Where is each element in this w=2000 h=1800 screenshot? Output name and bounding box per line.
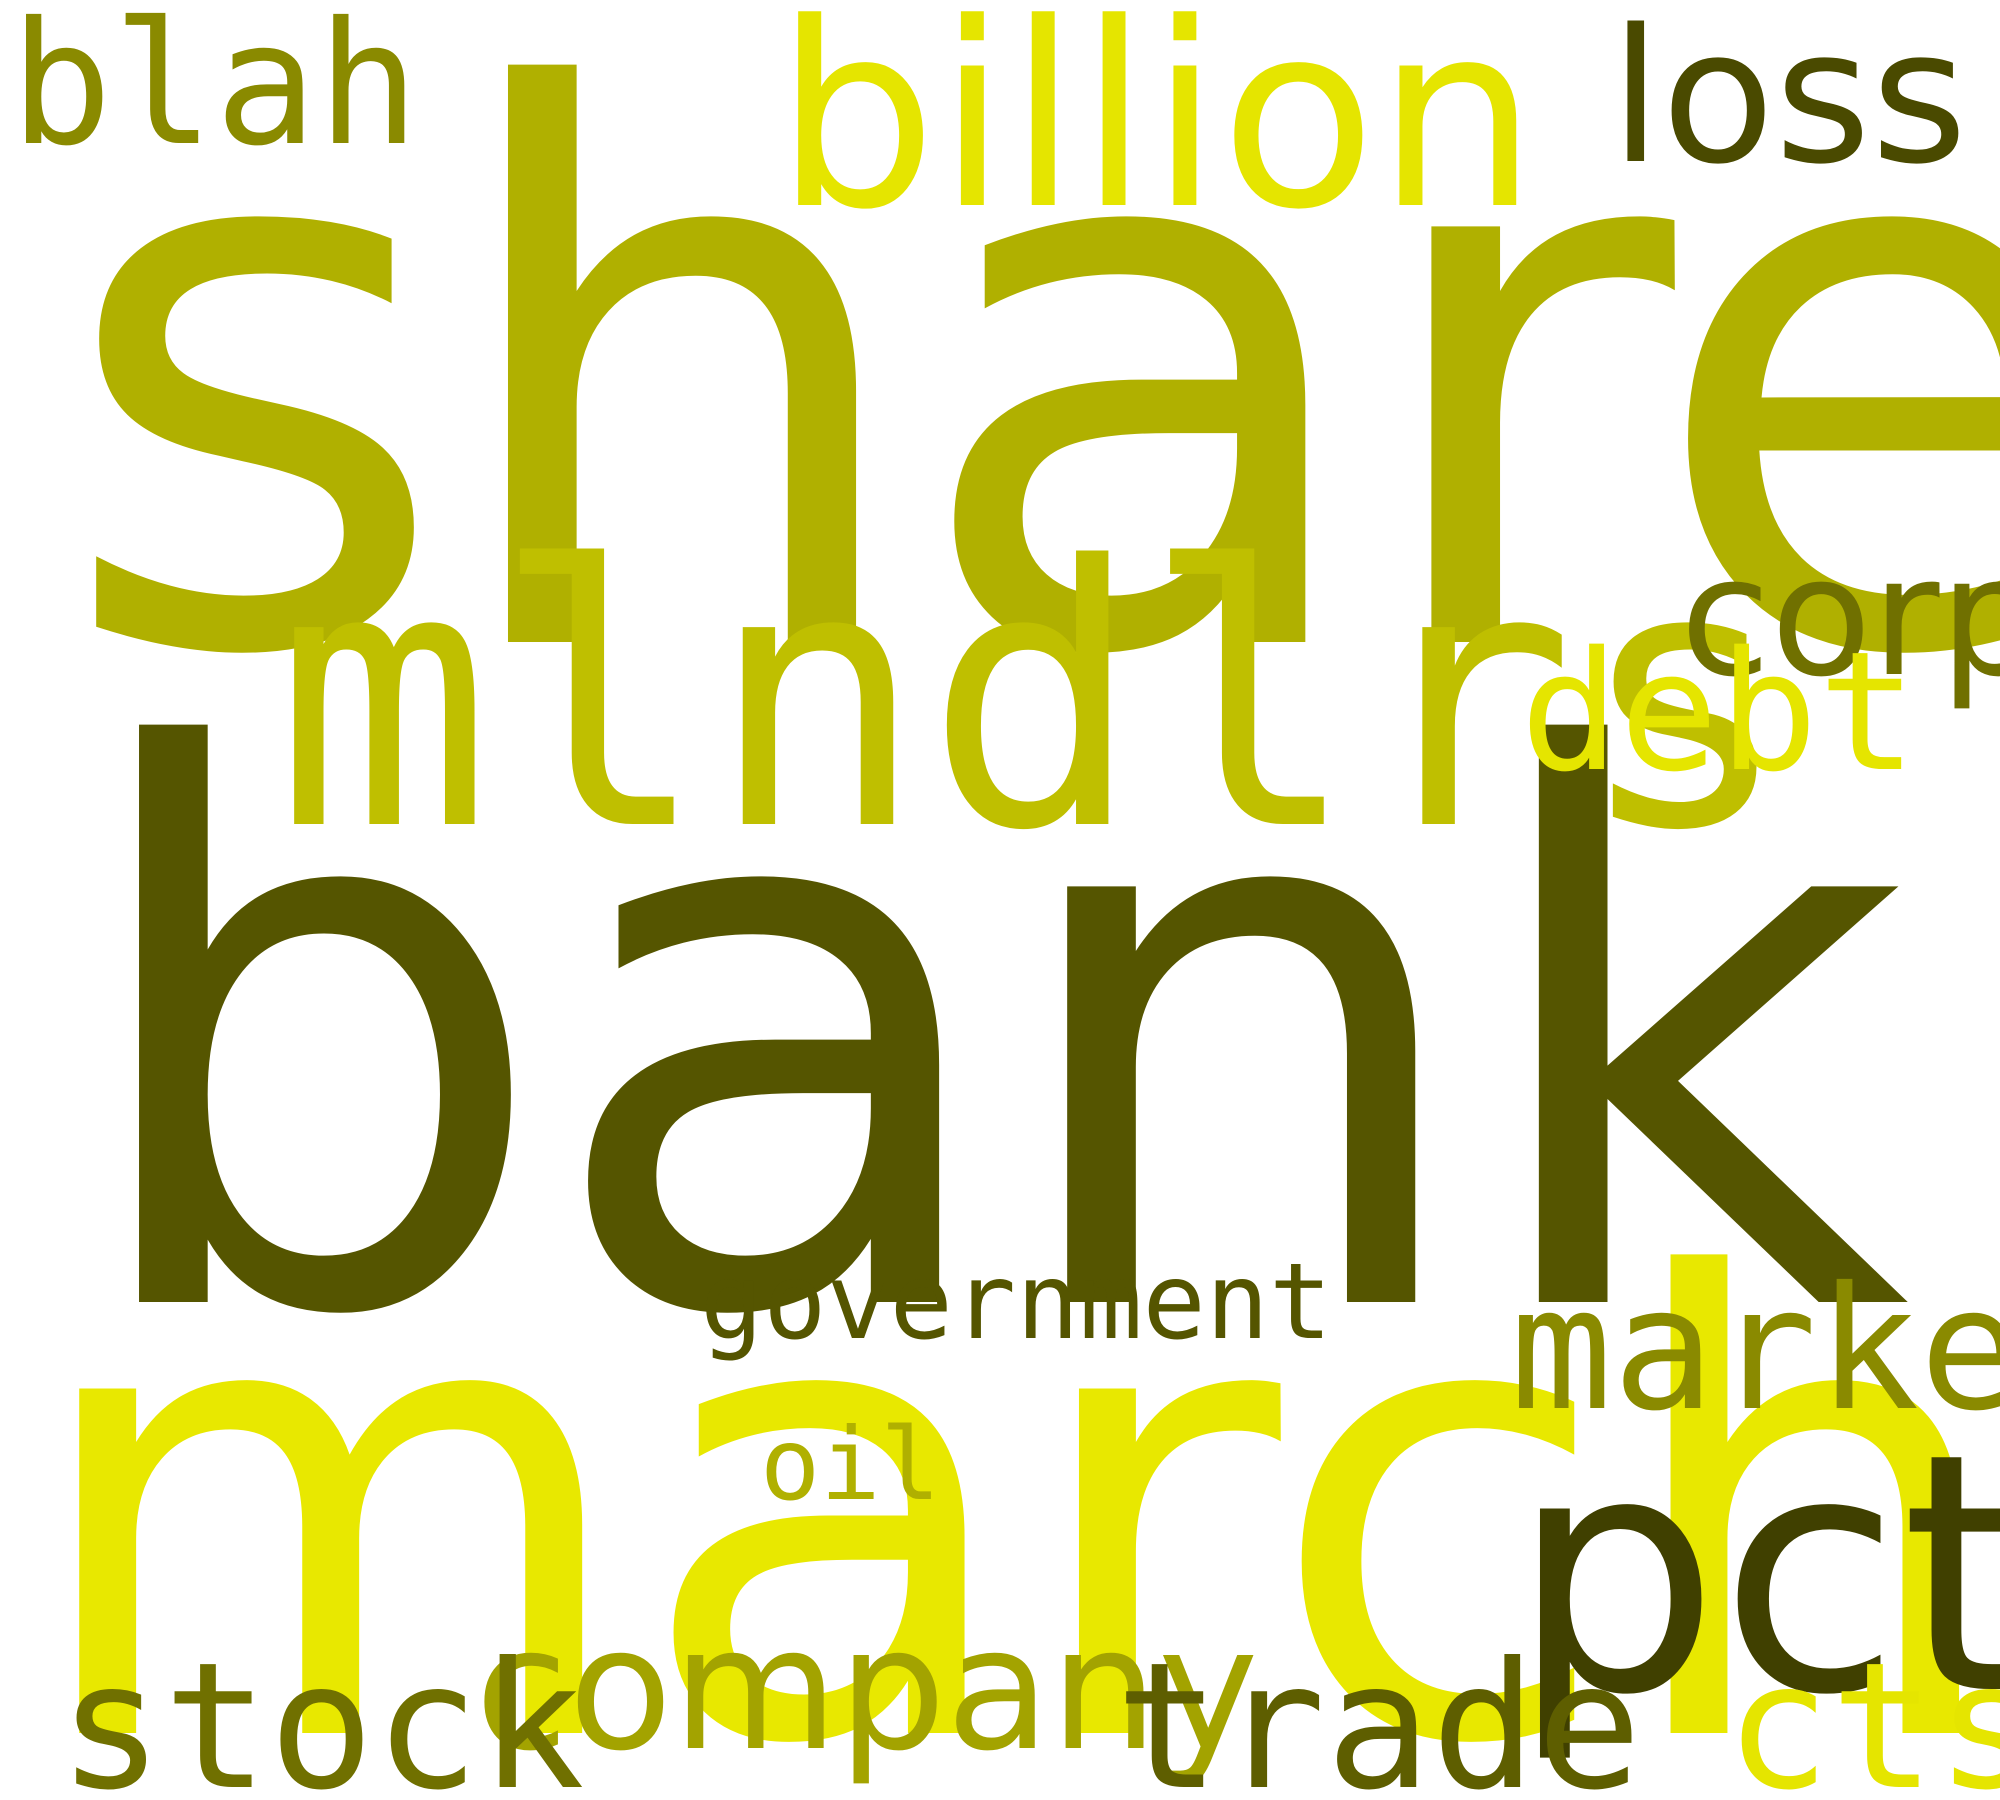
word-mlndlrs: mlndlrs xyxy=(275,490,1793,909)
word-loss: loss xyxy=(1610,0,1968,205)
word-government: government xyxy=(700,1241,1333,1363)
word-cts: cts xyxy=(1725,1626,2000,1800)
word-corp: corp xyxy=(1680,521,2000,713)
word-trade: trade xyxy=(1115,1626,1642,1800)
word-pct: pct xyxy=(1510,1383,2000,1767)
word-blah: blah xyxy=(10,0,420,184)
word-bank: bank xyxy=(70,598,1910,1482)
word-share: share xyxy=(55,0,2000,822)
word-oil: oil xyxy=(760,1406,941,1523)
word-market: market xyxy=(1510,1251,2000,1449)
word-debt: debt xyxy=(1520,616,1918,808)
word-stock: stock xyxy=(58,1626,585,1800)
word-billion: billion xyxy=(775,0,1538,266)
word-march: march xyxy=(22,1148,2000,1800)
word-company: company xyxy=(475,1591,1259,1789)
